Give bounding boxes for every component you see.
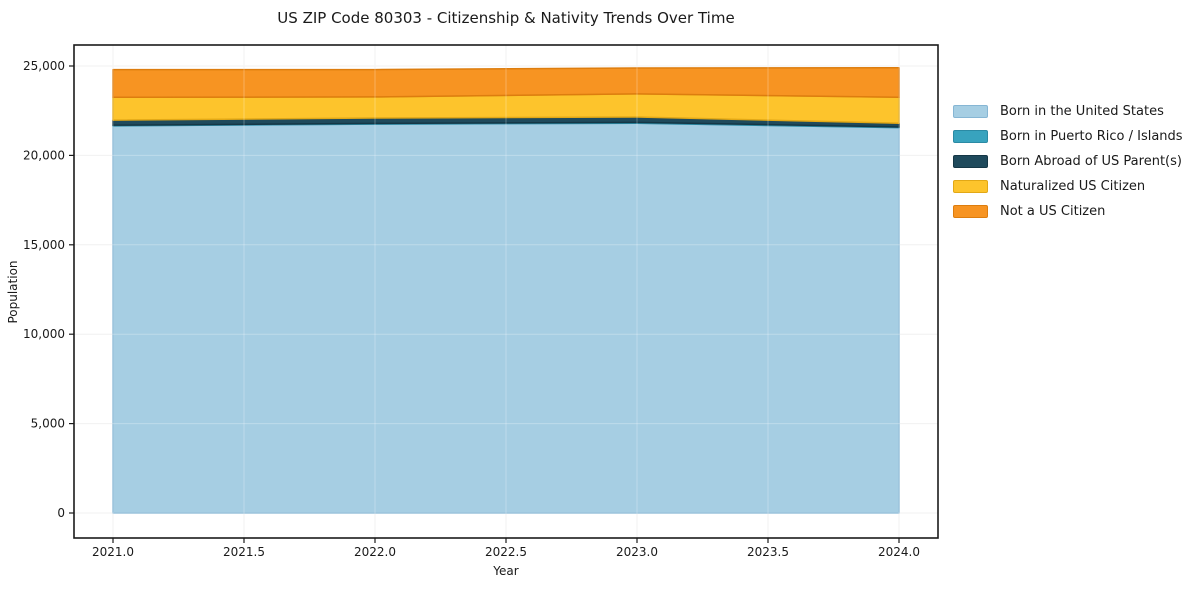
x-tick-label: 2024.0	[878, 545, 920, 559]
y-tick-label: 25,000	[23, 59, 65, 73]
legend-swatch	[953, 104, 988, 118]
legend-label: Born in Puerto Rico / Islands	[1000, 128, 1183, 144]
y-tick-label: 10,000	[23, 327, 65, 341]
x-tick-label: 2022.0	[354, 545, 396, 559]
legend-item: Born in the United States	[953, 103, 1183, 119]
area-band	[112, 67, 900, 99]
x-tick-label: 2021.0	[92, 545, 134, 559]
chart-title: US ZIP Code 80303 - Citizenship & Nativi…	[277, 9, 735, 27]
legend-item: Naturalized US Citizen	[953, 178, 1183, 194]
y-tick-label: 20,000	[23, 148, 65, 162]
y-tick-label: 5,000	[31, 417, 65, 431]
legend-swatch	[953, 154, 988, 168]
y-axis-label: Population	[6, 260, 20, 324]
x-tick-label: 2023.0	[616, 545, 658, 559]
legend-item: Born Abroad of US Parent(s)	[953, 153, 1183, 169]
legend: Born in the United States Born in Puerto …	[953, 103, 1183, 219]
legend-item: Not a US Citizen	[953, 203, 1183, 219]
legend-label: Naturalized US Citizen	[1000, 178, 1146, 194]
x-tick-label: 2022.5	[485, 545, 527, 559]
legend-label: Not a US Citizen	[1000, 203, 1106, 219]
legend-label: Born in the United States	[1000, 103, 1164, 119]
legend-label: Born Abroad of US Parent(s)	[1000, 153, 1182, 169]
y-tick-label: 0	[57, 506, 65, 520]
legend-swatch	[953, 129, 988, 143]
x-tick-label: 2021.5	[223, 545, 265, 559]
legend-item: Born in Puerto Rico / Islands	[953, 128, 1183, 144]
y-tick-label: 15,000	[23, 238, 65, 252]
legend-swatch	[953, 204, 988, 218]
x-axis-label: Year	[493, 564, 519, 578]
x-tick-label: 2023.5	[747, 545, 789, 559]
legend-swatch	[953, 179, 988, 193]
